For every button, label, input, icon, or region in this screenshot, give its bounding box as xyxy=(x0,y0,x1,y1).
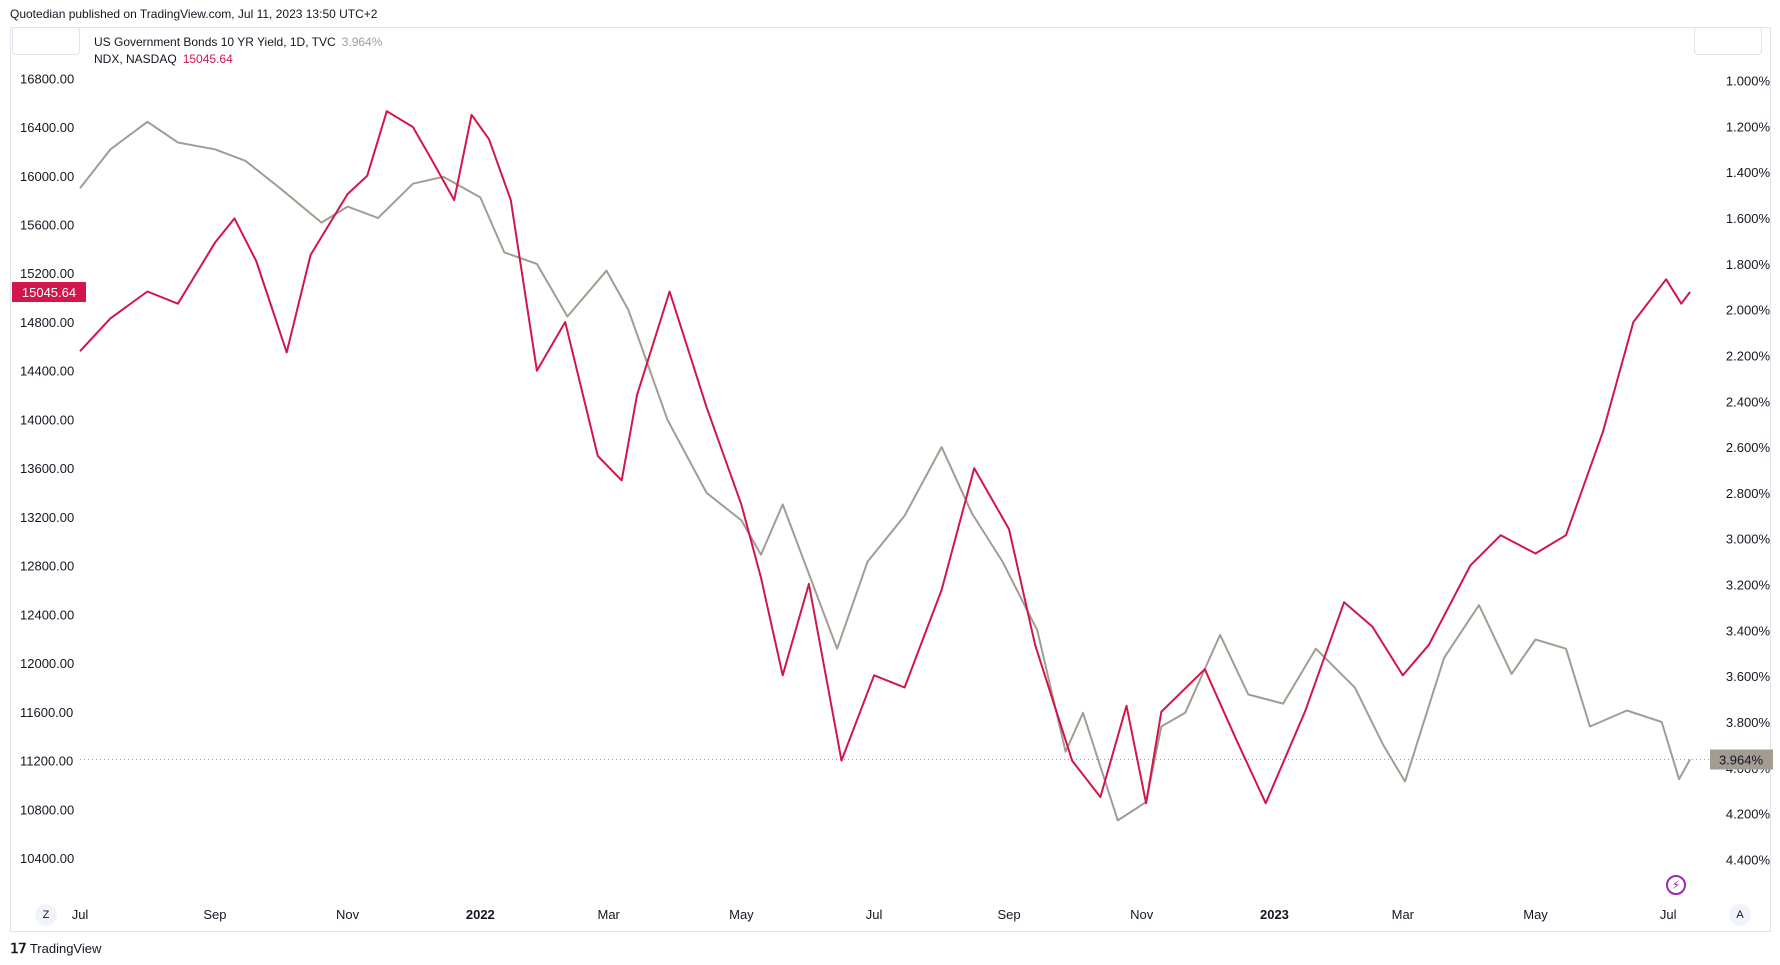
legend-ndx[interactable]: NDX, NASDAQ 15045.64 xyxy=(94,51,382,68)
y-right-tick-label: 1.400% xyxy=(1726,165,1771,180)
ndx-last-badge xyxy=(12,282,86,303)
y-right-tick-label: 4.400% xyxy=(1726,852,1771,867)
published-caption: Quotedian published on TradingView.com, … xyxy=(10,7,378,21)
y-right-tick-label: 3.600% xyxy=(1726,669,1771,684)
y-right-tick-label: 3.000% xyxy=(1726,532,1771,547)
y-left-tick-label: 13200.00 xyxy=(20,510,74,525)
legend-yield-label: US Government Bonds 10 YR Yield, 1D, TVC xyxy=(94,35,336,49)
yield-last-badge xyxy=(1710,749,1773,770)
y-left-tick-label: 11200.00 xyxy=(20,754,73,769)
legend-ndx-value: 15045.64 xyxy=(182,52,233,66)
y-right-tick-label: 3.200% xyxy=(1726,578,1771,593)
footer-brand: TradingView xyxy=(29,941,102,956)
x-tick-label: Jul xyxy=(1660,907,1677,922)
y-right-tick-label: 4.200% xyxy=(1726,807,1771,822)
legend-ndx-label: NDX, NASDAQ xyxy=(94,52,177,66)
x-tick-label: Mar xyxy=(1392,907,1415,922)
flash-icon[interactable]: ⚡ xyxy=(1666,875,1686,895)
y-right-tick-label: 2.600% xyxy=(1726,440,1771,455)
y-left-tick-label: 16800.00 xyxy=(20,71,74,86)
x-tick-label: Mar xyxy=(597,907,620,922)
y-left-tick-label: 13600.00 xyxy=(20,461,74,476)
x-tick-label: 2022 xyxy=(466,907,495,922)
y-left-tick-label: 10800.00 xyxy=(20,802,74,817)
y-right-tick-label: 3.800% xyxy=(1726,715,1771,730)
y-left-tick-label: 12000.00 xyxy=(20,656,74,671)
y-left-tick-label: 15600.00 xyxy=(20,217,74,232)
y-left-tick-label: 11600.00 xyxy=(20,705,73,720)
y-right-tick-label: 3.400% xyxy=(1726,623,1771,638)
legend-yield[interactable]: US Government Bonds 10 YR Yield, 1D, TVC… xyxy=(94,34,382,51)
y-right-tick-label: 2.200% xyxy=(1726,348,1771,363)
y-left-tick-label: 12400.00 xyxy=(20,607,74,622)
y-left-tick-label: 14400.00 xyxy=(20,364,74,379)
auto-scale-button[interactable]: A xyxy=(1729,904,1751,926)
y-right-tick-label: 2.400% xyxy=(1726,394,1771,409)
y-left-tick-label: 16400.00 xyxy=(20,120,74,135)
y-left-tick-label: 10400.00 xyxy=(20,851,74,866)
y-right-tick-label: 1.000% xyxy=(1726,74,1771,89)
footer: 𝟣𝟩 TradingView xyxy=(10,940,101,957)
series-line-yield xyxy=(79,120,1691,822)
chart-frame xyxy=(10,27,1771,932)
y-right-tick-label: 1.200% xyxy=(1726,119,1771,134)
y-right-tick-label: 2.800% xyxy=(1726,486,1771,501)
y-right-tick-label: 2.000% xyxy=(1726,303,1771,318)
x-tick-label: Sep xyxy=(997,907,1020,922)
x-tick-label: Nov xyxy=(336,907,360,922)
tradingview-logo-icon: 𝟣𝟩 xyxy=(10,940,27,956)
x-tick-label: Sep xyxy=(203,907,226,922)
zoom-z-button[interactable]: Z xyxy=(35,904,57,926)
y-left-tick-label: 14000.00 xyxy=(20,412,74,427)
x-tick-label: Nov xyxy=(1130,907,1154,922)
ndx-last-badge-text: 15045.64 xyxy=(22,285,76,300)
scale-settings-box[interactable] xyxy=(1694,27,1762,55)
y-left-tick-label: 16000.00 xyxy=(20,169,74,184)
symbol-search-box[interactable] xyxy=(12,27,80,55)
legend-yield-value: 3.964% xyxy=(341,35,383,49)
x-tick-label: 2023 xyxy=(1260,907,1289,922)
y-right-tick-label: 1.600% xyxy=(1726,211,1771,226)
y-left-tick-label: 12800.00 xyxy=(20,559,74,574)
y-left-tick-label: 14800.00 xyxy=(20,315,74,330)
x-tick-label: Jul xyxy=(866,907,883,922)
series-line-ndx xyxy=(79,110,1691,805)
yield-last-badge-text: 3.964% xyxy=(1719,753,1764,768)
legend: US Government Bonds 10 YR Yield, 1D, TVC… xyxy=(94,34,382,68)
x-tick-label: May xyxy=(1523,907,1548,922)
y-left-tick-label: 15200.00 xyxy=(20,266,74,281)
y-right-tick-label: 1.800% xyxy=(1726,257,1771,272)
x-tick-label: May xyxy=(729,907,754,922)
x-tick-label: Jul xyxy=(72,907,89,922)
